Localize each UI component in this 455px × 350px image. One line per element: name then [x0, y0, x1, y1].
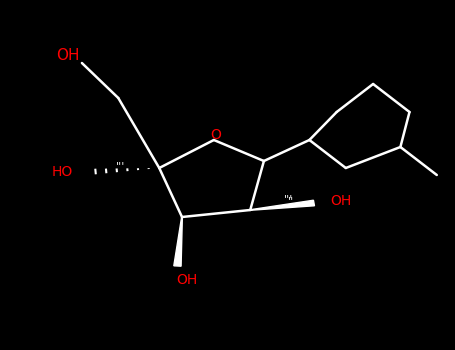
Text: O: O — [211, 128, 222, 142]
Text: '': '' — [288, 196, 294, 206]
Polygon shape — [174, 217, 182, 266]
Text: OH: OH — [56, 49, 80, 63]
Polygon shape — [250, 200, 314, 210]
Text: ''': ''' — [284, 195, 293, 204]
Text: HO: HO — [51, 164, 73, 178]
Text: OH: OH — [330, 194, 351, 208]
Text: ''': ''' — [116, 161, 125, 171]
Text: OH: OH — [176, 273, 197, 287]
